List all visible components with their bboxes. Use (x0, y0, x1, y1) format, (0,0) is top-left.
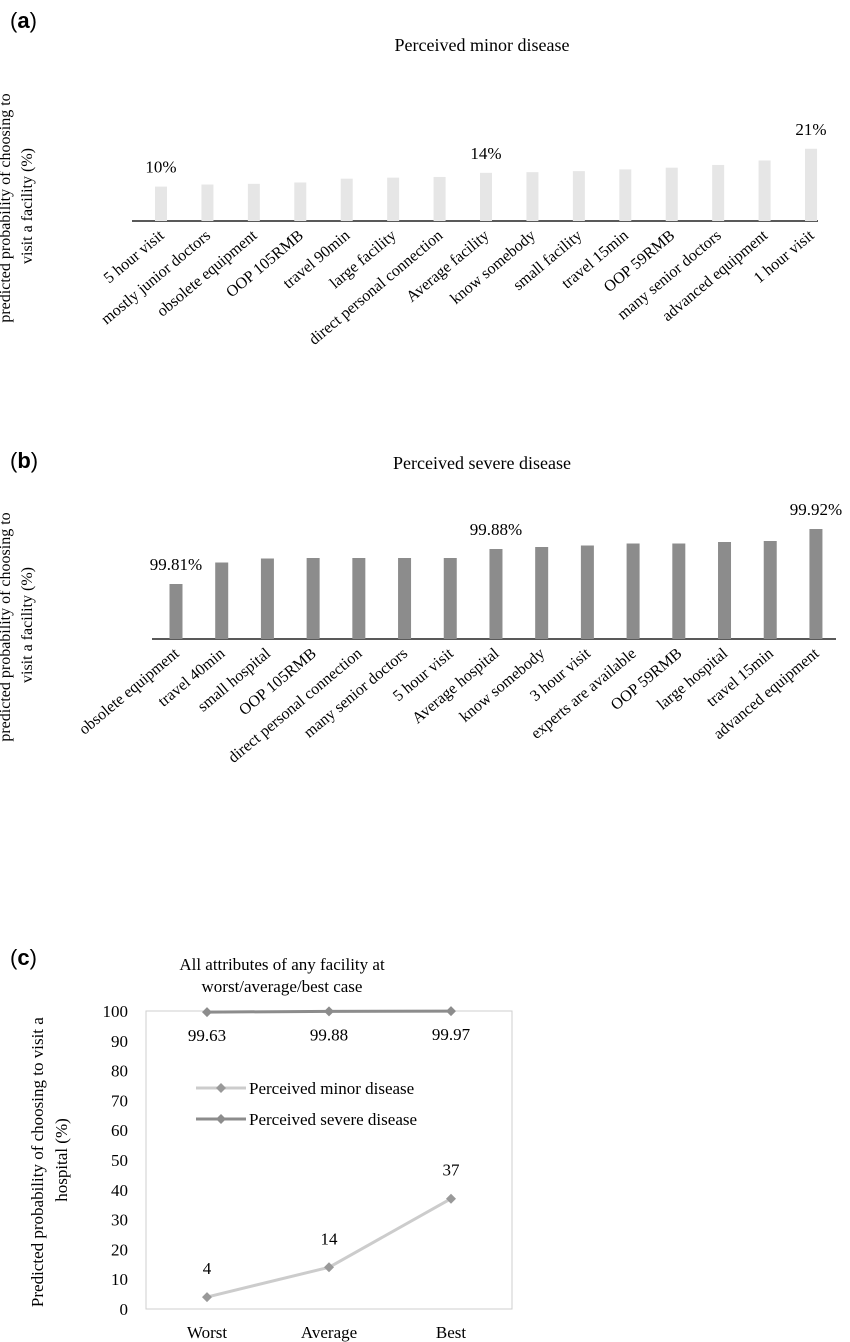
a-bar (341, 179, 353, 221)
a-bar (480, 173, 492, 221)
panel-b-letter: (b) (10, 448, 38, 473)
a-bar (526, 172, 538, 221)
c-data-label: 99.63 (188, 1026, 226, 1045)
panel-a-ylabel: predicted probability of choosing to vis… (0, 89, 36, 322)
b-bar (809, 529, 822, 639)
c-ytick-label: 60 (111, 1121, 128, 1140)
a-bar (201, 185, 213, 221)
c-ytick-label: 70 (111, 1091, 128, 1110)
c-series-marker (202, 1007, 212, 1017)
a-bar (294, 182, 306, 221)
b-bar (307, 558, 320, 639)
c-series-marker (446, 1006, 456, 1016)
c-data-label: 99.88 (310, 1025, 348, 1044)
c-series-marker (202, 1292, 212, 1302)
c-series-marker (324, 1006, 334, 1016)
c-ytick-label: 0 (120, 1300, 129, 1319)
b-bar (352, 558, 365, 639)
b-bar (718, 542, 731, 639)
panel-b-title: Perceived severe disease (393, 453, 571, 473)
a-data-label: 21% (795, 120, 826, 139)
c-data-label: 4 (203, 1259, 212, 1278)
b-bar (170, 584, 183, 639)
panel-b-ylabel: predicted probability of choosing to vis… (0, 508, 36, 741)
panel-c-title-line1: All attributes of any facility at (179, 955, 385, 974)
c-data-label: 99.97 (432, 1025, 471, 1044)
a-bar (759, 160, 771, 221)
b-bar (535, 547, 548, 639)
c-ytick-label: 100 (103, 1002, 129, 1021)
panel-c-title-line2: worst/average/best case (202, 977, 363, 996)
b-bar (627, 544, 640, 640)
c-data-label: 14 (321, 1229, 339, 1248)
c-legend-label: Perceived minor disease (249, 1079, 414, 1098)
a-bar (619, 169, 631, 221)
b-data-label: 99.92% (790, 500, 842, 519)
panel-a-title: Perceived minor disease (395, 35, 570, 55)
b-bar (261, 559, 274, 640)
c-legend-marker (216, 1083, 226, 1093)
c-data-label: 37 (443, 1161, 461, 1180)
b-bar (672, 544, 685, 640)
c-ytick-label: 80 (111, 1062, 128, 1081)
b-bar (215, 563, 228, 640)
a-data-label: 14% (470, 144, 501, 163)
panel-c-letter: (c) (10, 945, 37, 970)
c-legend-label: Perceived severe disease (249, 1110, 417, 1129)
a-data-label: 10% (145, 158, 176, 177)
a-bar (434, 177, 446, 221)
c-xtick-label: Best (436, 1323, 467, 1342)
a-bar (805, 149, 817, 221)
a-bar (712, 165, 724, 221)
panel-a: (a) Perceived minor disease 5 hour visit… (0, 8, 827, 349)
panel-b: (b) Perceived severe disease obsolete eq… (0, 448, 842, 767)
c-xtick-label: Average (301, 1323, 357, 1342)
a-bar (573, 171, 585, 221)
c-legend-marker (216, 1114, 226, 1124)
b-bar (398, 558, 411, 639)
b-bar (444, 558, 457, 639)
c-ytick-label: 50 (111, 1151, 128, 1170)
panel-c: (c) All attributes of any facility at wo… (10, 945, 512, 1342)
c-ytick-label: 10 (111, 1270, 128, 1289)
b-bar (581, 546, 594, 640)
a-bar (248, 184, 260, 221)
c-ytick-label: 20 (111, 1240, 128, 1259)
c-ytick-label: 30 (111, 1211, 128, 1230)
b-data-label: 99.81% (150, 555, 202, 574)
a-bar (666, 168, 678, 221)
a-bar (155, 187, 167, 221)
c-ytick-label: 90 (111, 1032, 128, 1051)
panel-a-letter: (a) (10, 8, 37, 33)
c-xtick-label: Worst (187, 1323, 227, 1342)
a-bar (387, 178, 399, 221)
b-data-label: 99.88% (470, 520, 522, 539)
c-ytick-label: 40 (111, 1181, 128, 1200)
b-bar (489, 549, 502, 639)
b-bar (764, 541, 777, 639)
panel-c-ylabel: Predicted probability of choosing to vis… (28, 1013, 71, 1307)
